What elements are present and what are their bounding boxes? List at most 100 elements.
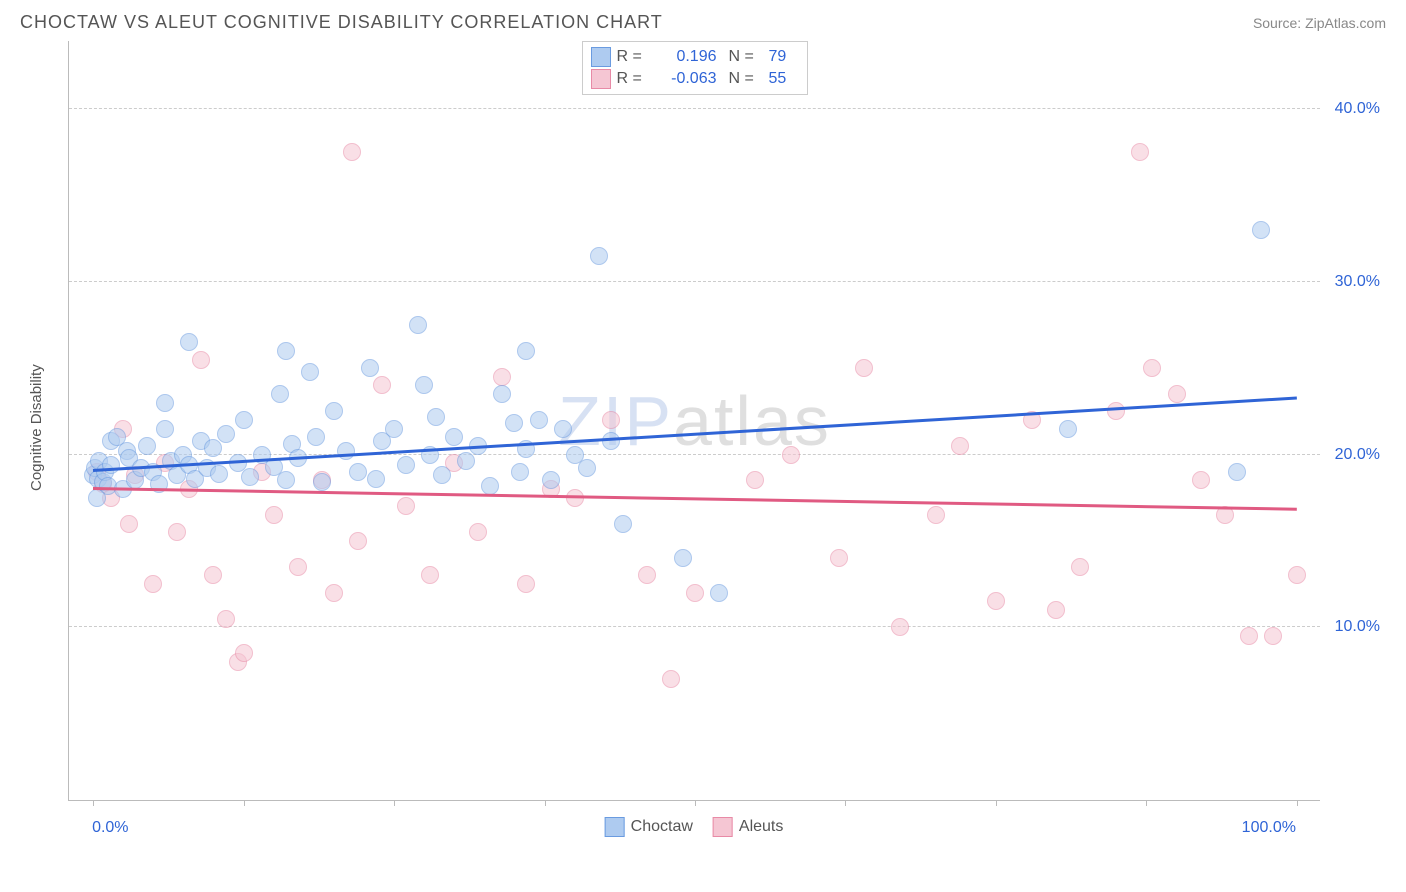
choctaw-point [517, 342, 535, 360]
N-label: N = [729, 48, 763, 66]
choctaw-point [235, 411, 253, 429]
aleuts-point [987, 592, 1005, 610]
choctaw-trendline [93, 397, 1297, 472]
choctaw-point [217, 425, 235, 443]
aleuts-point [638, 566, 656, 584]
aleuts-point [217, 610, 235, 628]
choctaw-point [530, 411, 548, 429]
aleuts-point [120, 515, 138, 533]
choctaw-point [361, 359, 379, 377]
aleuts-point [517, 575, 535, 593]
choctaw-point [445, 428, 463, 446]
legend-stats-row-choctaw: R = 0.196 N = 79 [591, 46, 799, 68]
aleuts-point [1107, 402, 1125, 420]
chart-container: Cognitive Disability ZIPatlas R = 0.196 … [20, 41, 1386, 851]
aleuts-point [397, 497, 415, 515]
choctaw-point [385, 420, 403, 438]
choctaw-point [481, 477, 499, 495]
aleuts-point [927, 506, 945, 524]
choctaw-point [307, 428, 325, 446]
choctaw-point [156, 394, 174, 412]
aleuts-point [830, 549, 848, 567]
choctaw-point [180, 333, 198, 351]
aleuts-point [1047, 601, 1065, 619]
choctaw-point [578, 459, 596, 477]
aleuts-swatch [713, 817, 733, 837]
y-tick-label: 20.0% [1335, 446, 1380, 464]
aleuts-point [1240, 627, 1258, 645]
aleuts-point [168, 523, 186, 541]
aleuts-swatch [591, 69, 611, 89]
aleuts-point [421, 566, 439, 584]
y-axis-label: Cognitive Disability [28, 364, 45, 491]
legend-series: Choctaw Aleuts [605, 817, 784, 837]
aleuts-point [1131, 143, 1149, 161]
choctaw-label: Choctaw [631, 818, 693, 836]
x-tick [996, 800, 997, 806]
aleuts-point [349, 532, 367, 550]
aleuts-point [1143, 359, 1161, 377]
y-tick-label: 40.0% [1335, 100, 1380, 118]
choctaw-swatch [605, 817, 625, 837]
aleuts-point [373, 376, 391, 394]
choctaw-point [349, 463, 367, 481]
aleuts-point [1288, 566, 1306, 584]
aleuts-point [686, 584, 704, 602]
aleuts-point [746, 471, 764, 489]
legend-stats: R = 0.196 N = 79 R = -0.063 N = 55 [582, 41, 808, 95]
choctaw-point [710, 584, 728, 602]
aleuts-point [325, 584, 343, 602]
choctaw-point [138, 437, 156, 455]
choctaw-point [511, 463, 529, 481]
x-tick-label: 100.0% [1242, 819, 1296, 837]
aleuts-point [891, 618, 909, 636]
gridline [69, 108, 1320, 109]
choctaw-point [1059, 420, 1077, 438]
aleuts-point [144, 575, 162, 593]
aleuts-point [192, 351, 210, 369]
choctaw-point [614, 515, 632, 533]
choctaw-point [241, 468, 259, 486]
choctaw-R-value: 0.196 [657, 48, 717, 66]
choctaw-point [156, 420, 174, 438]
x-tick [545, 800, 546, 806]
choctaw-point [590, 247, 608, 265]
choctaw-point [367, 470, 385, 488]
choctaw-point [102, 456, 120, 474]
aleuts-point [1168, 385, 1186, 403]
legend-stats-row-aleuts: R = -0.063 N = 55 [591, 68, 799, 90]
choctaw-point [542, 471, 560, 489]
R-label: R = [617, 48, 651, 66]
choctaw-point [1228, 463, 1246, 481]
R-label: R = [617, 70, 651, 88]
legend-item-choctaw: Choctaw [605, 817, 693, 837]
aleuts-point [1192, 471, 1210, 489]
gridline [69, 281, 1320, 282]
chart-title: CHOCTAW VS ALEUT COGNITIVE DISABILITY CO… [20, 12, 663, 33]
aleuts-point [204, 566, 222, 584]
choctaw-N-value: 79 [769, 48, 799, 66]
x-tick [244, 800, 245, 806]
x-tick [1297, 800, 1298, 806]
aleuts-point [235, 644, 253, 662]
N-label: N = [729, 70, 763, 88]
aleuts-point [469, 523, 487, 541]
x-tick [695, 800, 696, 806]
aleuts-label: Aleuts [739, 818, 783, 836]
choctaw-point [505, 414, 523, 432]
aleuts-R-value: -0.063 [657, 70, 717, 88]
legend-item-aleuts: Aleuts [713, 817, 783, 837]
aleuts-point [1071, 558, 1089, 576]
source-label: Source: ZipAtlas.com [1253, 15, 1386, 31]
choctaw-point [88, 489, 106, 507]
aleuts-point [343, 143, 361, 161]
aleuts-point [1264, 627, 1282, 645]
choctaw-point [493, 385, 511, 403]
choctaw-point [1252, 221, 1270, 239]
choctaw-point [457, 452, 475, 470]
gridline [69, 626, 1320, 627]
choctaw-point [433, 466, 451, 484]
x-tick-label: 0.0% [92, 819, 128, 837]
choctaw-point [301, 363, 319, 381]
x-tick [93, 800, 94, 806]
